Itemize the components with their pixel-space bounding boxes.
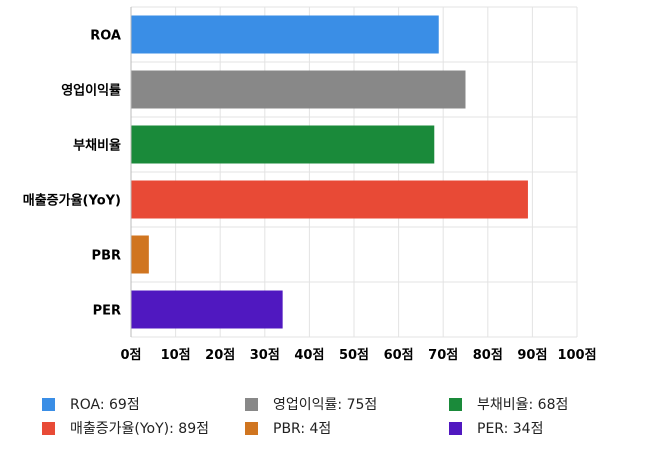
x-tick-label: 70점: [428, 348, 458, 363]
legend-item: 영업이익률: 75점: [245, 394, 377, 414]
legend-label: PER: 34점: [477, 421, 544, 437]
x-tick-label: 60점: [384, 348, 414, 363]
bar-0: [131, 15, 439, 54]
x-tick-label: 50점: [339, 348, 369, 363]
x-tick-label: 80점: [473, 348, 503, 363]
category-label: PBR: [92, 249, 121, 264]
bar-5: [131, 290, 283, 329]
legend-item: 매출증가율(YoY): 89점: [42, 418, 209, 438]
legend-swatch: [245, 397, 258, 411]
x-tick-label: 20점: [205, 348, 235, 363]
legend-swatch: [449, 397, 462, 411]
x-tick-label: 0점: [120, 348, 141, 363]
legend-label: ROA: 69점: [70, 397, 140, 413]
legend-label: PBR: 4점: [273, 421, 332, 437]
legend-swatch: [42, 397, 55, 411]
category-label: 부채비율: [73, 138, 121, 154]
legend-label: 매출증가율(YoY): 89점: [70, 421, 209, 437]
bar-chart: 0점 10점 20점 30점 40점 50점 60점 70점 80점 90점 100점 ROA 영업이익…: [23, 6, 597, 363]
bar-3: [131, 180, 528, 219]
x-tick-label: 40점: [294, 348, 324, 363]
legend-item: PER: 34점: [449, 418, 543, 438]
x-tick-label: 100점: [557, 348, 596, 363]
legend-item: ROA: 69점: [42, 394, 140, 414]
legend-item: 부채비율: 68점: [449, 394, 568, 414]
legend-swatch: [245, 421, 258, 435]
legend-swatch: [42, 421, 55, 435]
category-label: 매출증가율(YoY): [23, 193, 121, 209]
category-label: ROA: [90, 29, 121, 44]
x-tick-label: 10점: [161, 348, 191, 363]
legend-item: PBR: 4점: [245, 418, 331, 438]
bar-1: [131, 70, 466, 109]
x-tick-label: 30점: [250, 348, 280, 363]
bar-2: [131, 125, 435, 164]
legend-swatch: [449, 421, 462, 435]
legend-label: 영업이익률: 75점: [273, 397, 378, 413]
x-tick-label: 90점: [517, 348, 547, 363]
bar-4: [131, 235, 149, 274]
category-label: 영업이익률: [61, 83, 121, 99]
category-label: PER: [93, 304, 121, 319]
legend-label: 부채비율: 68점: [477, 397, 569, 413]
